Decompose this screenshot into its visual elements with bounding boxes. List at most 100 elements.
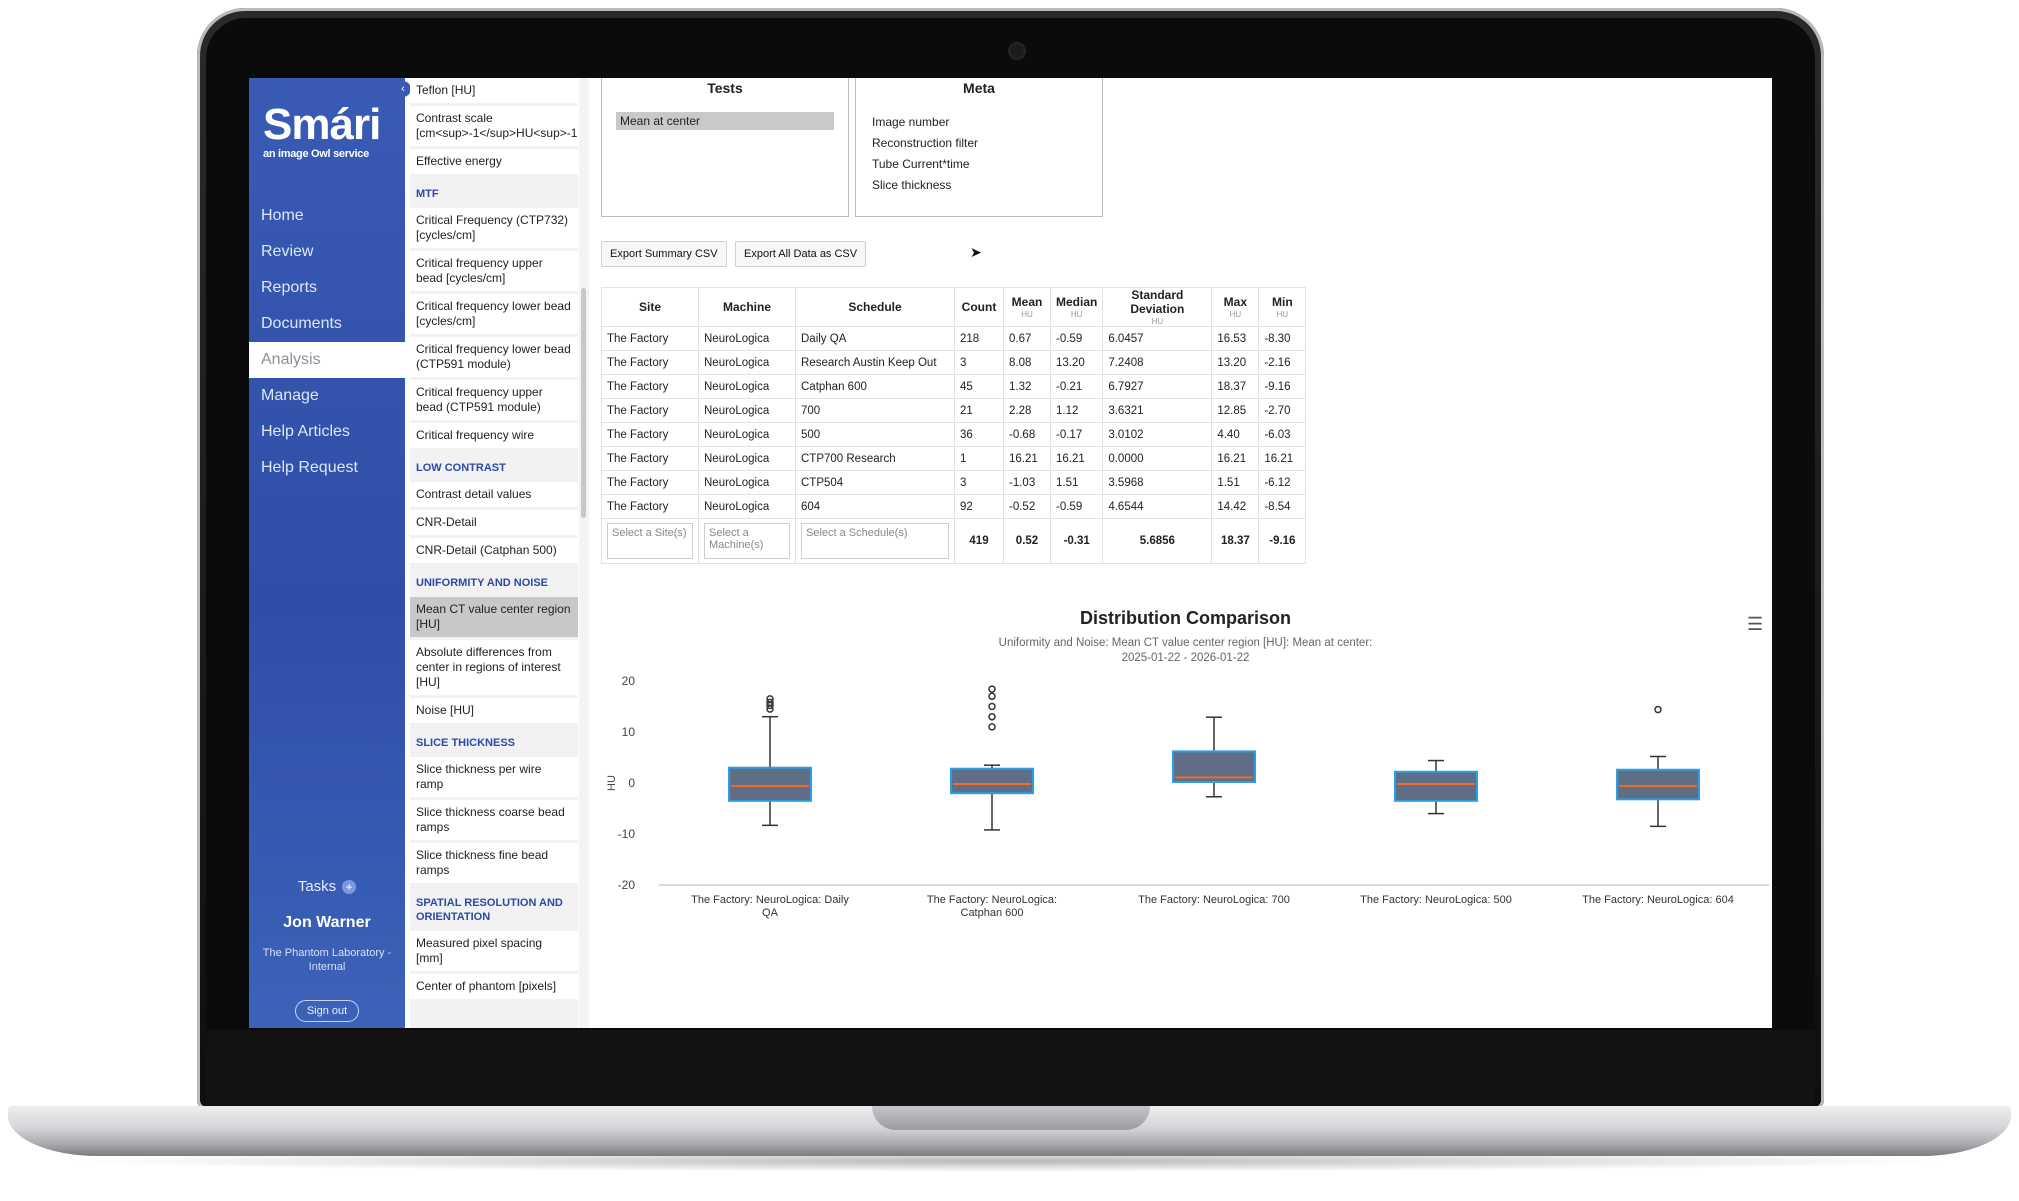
- column-header-mean[interactable]: Mean HU: [1003, 287, 1051, 327]
- metric-item[interactable]: Critical frequency upper bead [cycles/cm…: [410, 251, 578, 291]
- table-cell: 16.53: [1211, 326, 1260, 351]
- table-cell: 18.37: [1211, 374, 1260, 399]
- metric-item[interactable]: Contrast scale [cm<sup>-1</sup>HU<sup>-1: [410, 106, 578, 146]
- column-header-median[interactable]: Median HU: [1049, 287, 1104, 327]
- column-header-label: Count: [961, 300, 997, 314]
- metric-item[interactable]: Effective energy: [410, 149, 578, 174]
- table-row: The Factory NeuroLogica Catphan 600 45 1.32-…: [601, 374, 1307, 399]
- table-cell: Daily QA: [795, 326, 955, 351]
- nav-item-reports[interactable]: Reports: [261, 279, 318, 296]
- table-cell: NeuroLogica: [698, 422, 796, 447]
- metric-item[interactable]: Critical Frequency (CTP732) [cycles/cm]: [410, 208, 578, 248]
- meta-list: Image number Reconstruction filter Tube Cu…: [872, 112, 978, 196]
- metric-category-heading: LOW CONTRAST: [416, 462, 506, 474]
- organization-name: The Phantom Laboratory - Internal: [262, 947, 392, 973]
- tasks-link[interactable]: Tasks +: [249, 878, 405, 895]
- table-cell: 2.28: [1003, 398, 1051, 423]
- metric-item[interactable]: Noise [HU]: [410, 698, 578, 723]
- metric-item[interactable]: Absolute differences from center in regi…: [410, 640, 578, 695]
- metric-scrollbar-thumb[interactable]: [581, 288, 586, 518]
- column-header-standard-deviation[interactable]: Standard Deviation HU: [1102, 287, 1213, 327]
- table-cell: The Factory: [601, 422, 699, 447]
- nav-item-help-articles[interactable]: Help Articles: [261, 423, 350, 440]
- box-outlier-point: [988, 692, 996, 701]
- table-cell: 14.42: [1211, 494, 1260, 519]
- table-cell: 1.12: [1049, 398, 1104, 423]
- meta-option[interactable]: Slice thickness: [872, 178, 952, 192]
- table-cell: CTP700 Research: [795, 446, 955, 471]
- schedule-filter-select[interactable]: Select a Schedule(s): [801, 523, 949, 559]
- column-header-machine[interactable]: Machine: [698, 287, 796, 327]
- y-tick-label: 0: [628, 776, 635, 790]
- metric-item[interactable]: Slice thickness fine bead ramps: [410, 843, 578, 883]
- table-cell: The Factory: [601, 350, 699, 375]
- column-header-count[interactable]: Count: [954, 287, 1004, 327]
- table-cell: -0.59: [1049, 494, 1104, 519]
- chart-plot-area: 20 10 0 -10 -20 HU The Factory: NeuroLogica: D…: [606, 674, 1769, 919]
- metric-scrollbar[interactable]: [579, 78, 589, 1028]
- meta-option[interactable]: Image number: [872, 115, 950, 129]
- metric-item[interactable]: CNR-Detail (Catphan 500): [410, 538, 578, 563]
- metric-item[interactable]: Center of phantom [pixels]: [410, 974, 578, 999]
- user-name[interactable]: Jon Warner: [283, 914, 371, 931]
- table-cell: 36: [954, 422, 1004, 447]
- meta-option[interactable]: Reconstruction filter: [872, 136, 979, 150]
- table-cell: NeuroLogica: [698, 494, 796, 519]
- column-header-max[interactable]: Max HU: [1211, 287, 1260, 327]
- column-header-site[interactable]: Site: [601, 287, 699, 327]
- column-header-min[interactable]: Min HU: [1258, 287, 1307, 327]
- table-cell: -2.16: [1258, 350, 1307, 375]
- nav-item-documents[interactable]: Documents: [261, 315, 342, 332]
- export-summary-csv-button[interactable]: Export Summary CSV: [601, 241, 727, 267]
- metric-item[interactable]: Contrast detail values: [410, 482, 578, 507]
- metric-item[interactable]: Mean CT value center region [HU]: [410, 597, 578, 637]
- table-cell: The Factory: [601, 398, 699, 423]
- nav-item-manage[interactable]: Manage: [261, 387, 319, 404]
- nav-item-home[interactable]: Home: [261, 207, 304, 224]
- metric-item[interactable]: Slice thickness per wire ramp: [410, 757, 578, 797]
- table-cell: 12.85: [1211, 398, 1260, 423]
- meta-option[interactable]: Tube Current*time: [872, 157, 970, 171]
- column-header-label: Standard Deviation: [1130, 288, 1185, 316]
- machine-filter-select[interactable]: Select a Machine(s): [704, 523, 790, 559]
- column-header-unit: HU: [1021, 310, 1033, 319]
- metric-item[interactable]: CNR-Detail: [410, 510, 578, 535]
- nav-item-review[interactable]: Review: [261, 243, 314, 260]
- table-cell: NeuroLogica: [698, 326, 796, 351]
- column-header-unit: HU: [1276, 310, 1289, 319]
- metric-item[interactable]: Critical frequency lower bead (CTP591 mo…: [410, 337, 578, 377]
- x-category-label: The Factory: NeuroLogica: Catphan 600: [927, 894, 1057, 919]
- chart-menu-icon[interactable]: ☰: [1747, 614, 1764, 634]
- logo: Smári: [263, 100, 381, 149]
- table-row: The Factory NeuroLogica 700 21 2.28 1.12 3.632…: [601, 398, 1307, 423]
- box-iqr: [950, 767, 1034, 795]
- y-axis-label: HU: [606, 775, 618, 791]
- metric-item[interactable]: Slice thickness coarse bead ramps: [410, 800, 578, 840]
- test-option-selected[interactable]: Mean at center: [616, 112, 834, 130]
- table-cell: -0.21: [1049, 374, 1104, 399]
- column-header-label: Max: [1223, 295, 1248, 309]
- table-cell: 1.51: [1211, 470, 1260, 495]
- nav-item-help-request[interactable]: Help Request: [261, 459, 358, 476]
- table-cell: 0.67: [1003, 326, 1051, 351]
- tests-panel: Tests Mean at center: [601, 78, 849, 217]
- table-cell: NeuroLogica: [698, 374, 796, 399]
- collapse-chevron-icon[interactable]: ‹: [395, 81, 411, 97]
- export-all-data-csv-button[interactable]: Export All Data as CSV: [735, 241, 867, 267]
- sign-out-button[interactable]: Sign out: [295, 1000, 359, 1022]
- metric-item[interactable]: Critical frequency wire: [410, 423, 578, 448]
- column-header-schedule[interactable]: Schedule: [795, 287, 955, 327]
- table-cell: 218: [954, 326, 1004, 351]
- table-cell: -0.17: [1049, 422, 1104, 447]
- table-row: The Factory NeuroLogica CTP700 Research 1 16…: [601, 446, 1307, 471]
- metric-item[interactable]: Teflon [HU]: [410, 78, 578, 103]
- nav-item-analysis[interactable]: Analysis: [249, 342, 405, 378]
- metric-item[interactable]: Measured pixel spacing [mm]: [410, 931, 578, 971]
- site-filter-select[interactable]: Select a Site(s): [607, 523, 693, 559]
- metric-item[interactable]: Critical frequency upper bead (CTP591 mo…: [410, 380, 578, 420]
- table-cell: -8.54: [1258, 494, 1307, 519]
- metric-item[interactable]: Critical frequency lower bead [cycles/cm…: [410, 294, 578, 334]
- metric-category-heading: UNIFORMITY AND NOISE: [416, 577, 549, 589]
- plus-icon[interactable]: +: [342, 880, 357, 894]
- box-iqr: [728, 766, 812, 802]
